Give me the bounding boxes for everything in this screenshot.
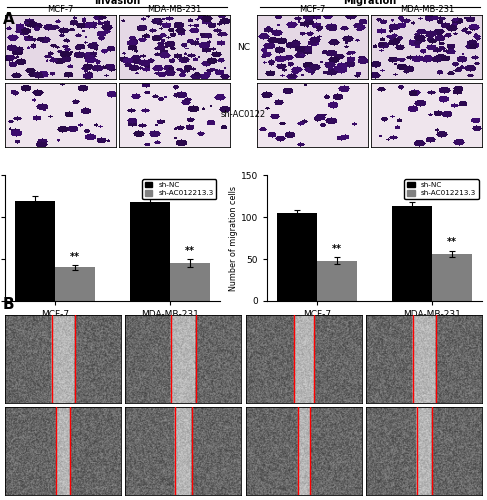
Text: **: ** [70,252,80,262]
Bar [55,268,95,301]
Text: A: A [2,12,14,28]
Bar [392,206,432,301]
Text: MDA-MB-231: MDA-MB-231 [400,5,454,14]
Text: B: B [2,298,14,312]
Y-axis label: Number of migration cells: Number of migration cells [229,186,238,290]
Bar [130,202,170,301]
Text: sh-AC0122: sh-AC0122 [221,110,266,120]
Legend: sh-NC, sh-AC012213.3: sh-NC, sh-AC012213.3 [405,179,479,199]
Bar [15,200,55,301]
Text: NC: NC [237,42,250,51]
Text: Invasion: Invasion [94,0,140,6]
Bar [277,213,317,301]
Bar [432,254,472,301]
Text: **: ** [185,246,195,256]
Text: MCF-7: MCF-7 [47,5,74,14]
Bar [170,264,210,301]
Text: MCF-7: MCF-7 [300,5,326,14]
Bar [317,261,357,301]
Legend: sh-NC, sh-AC012213.3: sh-NC, sh-AC012213.3 [142,179,216,199]
Text: **: ** [447,238,457,248]
Text: Migration: Migration [343,0,396,6]
Text: **: ** [332,244,342,254]
Text: MDA-MB-231: MDA-MB-231 [148,5,202,14]
